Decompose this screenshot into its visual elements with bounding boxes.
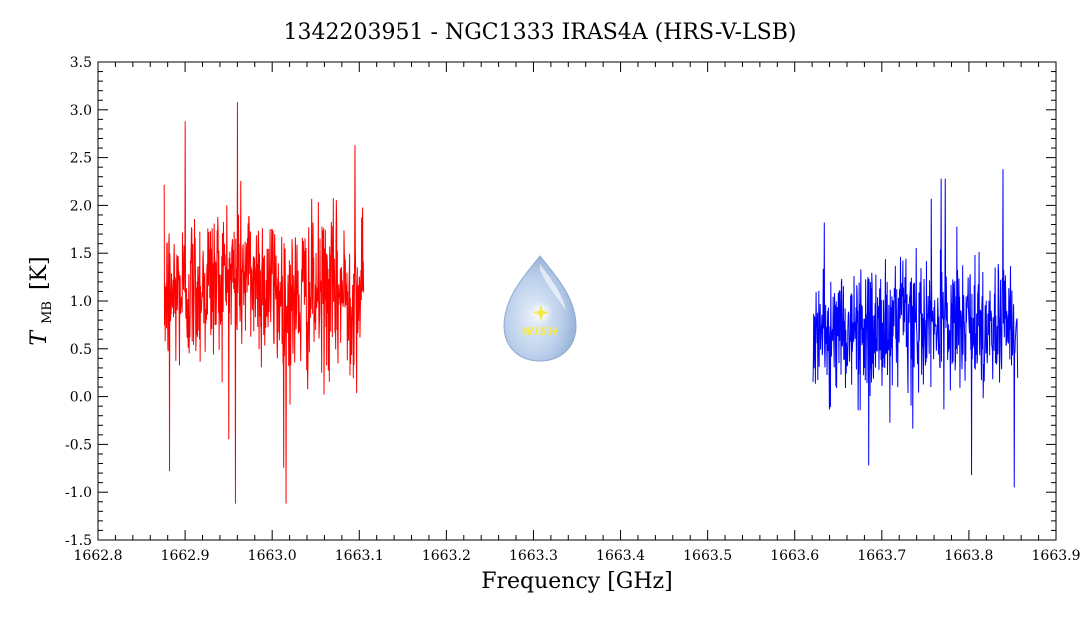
y-tick-label: 1.0 <box>70 294 92 310</box>
x-tick-label: 1663.3 <box>509 548 558 564</box>
x-tick-label: 1663.1 <box>335 548 384 564</box>
y-tick-label: -0.5 <box>65 437 92 453</box>
x-tick-label: 1663.8 <box>944 548 993 564</box>
y-tick-label: 3.0 <box>70 103 92 119</box>
x-tick-label: 1663.9 <box>1032 548 1080 564</box>
logo-text: WISH <box>521 325 558 338</box>
y-tick-label: -1.0 <box>65 485 92 501</box>
x-tick-label: 1663.7 <box>857 548 906 564</box>
y-tick-label: 3.5 <box>70 55 92 71</box>
x-tick-label: 1663.2 <box>422 548 471 564</box>
logo-highlight <box>540 264 566 310</box>
x-tick-label: 1663.5 <box>683 548 732 564</box>
y-label-unit: [K] <box>27 256 52 290</box>
x-tick-label: 1662.9 <box>161 548 210 564</box>
x-tick-label: 1663.0 <box>248 548 297 564</box>
x-tick-label: 1663.4 <box>596 548 645 564</box>
chart-title: 1342203951 - NGC1333 IRAS4A (HRS-V-LSB) <box>284 20 797 45</box>
wish-logo: WISH <box>503 255 577 362</box>
y-tick-label: 0.5 <box>70 342 92 358</box>
star-icon <box>533 305 549 321</box>
axis-ticks <box>97 61 1057 541</box>
y-tick-label: 0.0 <box>70 390 92 406</box>
y-label-sub: MB <box>40 301 55 324</box>
x-tick-labels: 1662.8 1662.9 1663.0 1663.1 1663.2 1663.3 1663… <box>74 548 1080 564</box>
x-tick-label: 1662.8 <box>74 548 123 564</box>
series-layer <box>163 102 1019 504</box>
y-tick-label: 2.5 <box>70 151 92 167</box>
y-label-main: T <box>27 329 52 346</box>
series-red-line <box>163 102 365 504</box>
svg-text:T MB [K]: T MB [K] <box>27 256 57 345</box>
y-tick-label: -1.5 <box>65 533 92 549</box>
y-tick-label: 2.0 <box>70 198 92 214</box>
y-tick-labels: -1.5 -1.0 -0.5 0.0 0.5 1.0 1.5 2.0 2.5 3.0 3.5 <box>65 55 92 549</box>
x-tick-label: 1663.6 <box>770 548 819 564</box>
series-blue-line <box>812 169 1019 488</box>
y-tick-label: 1.5 <box>70 246 92 262</box>
y-axis-label: T MB [K] <box>27 256 57 345</box>
x-axis-label: Frequency [GHz] <box>481 569 673 594</box>
